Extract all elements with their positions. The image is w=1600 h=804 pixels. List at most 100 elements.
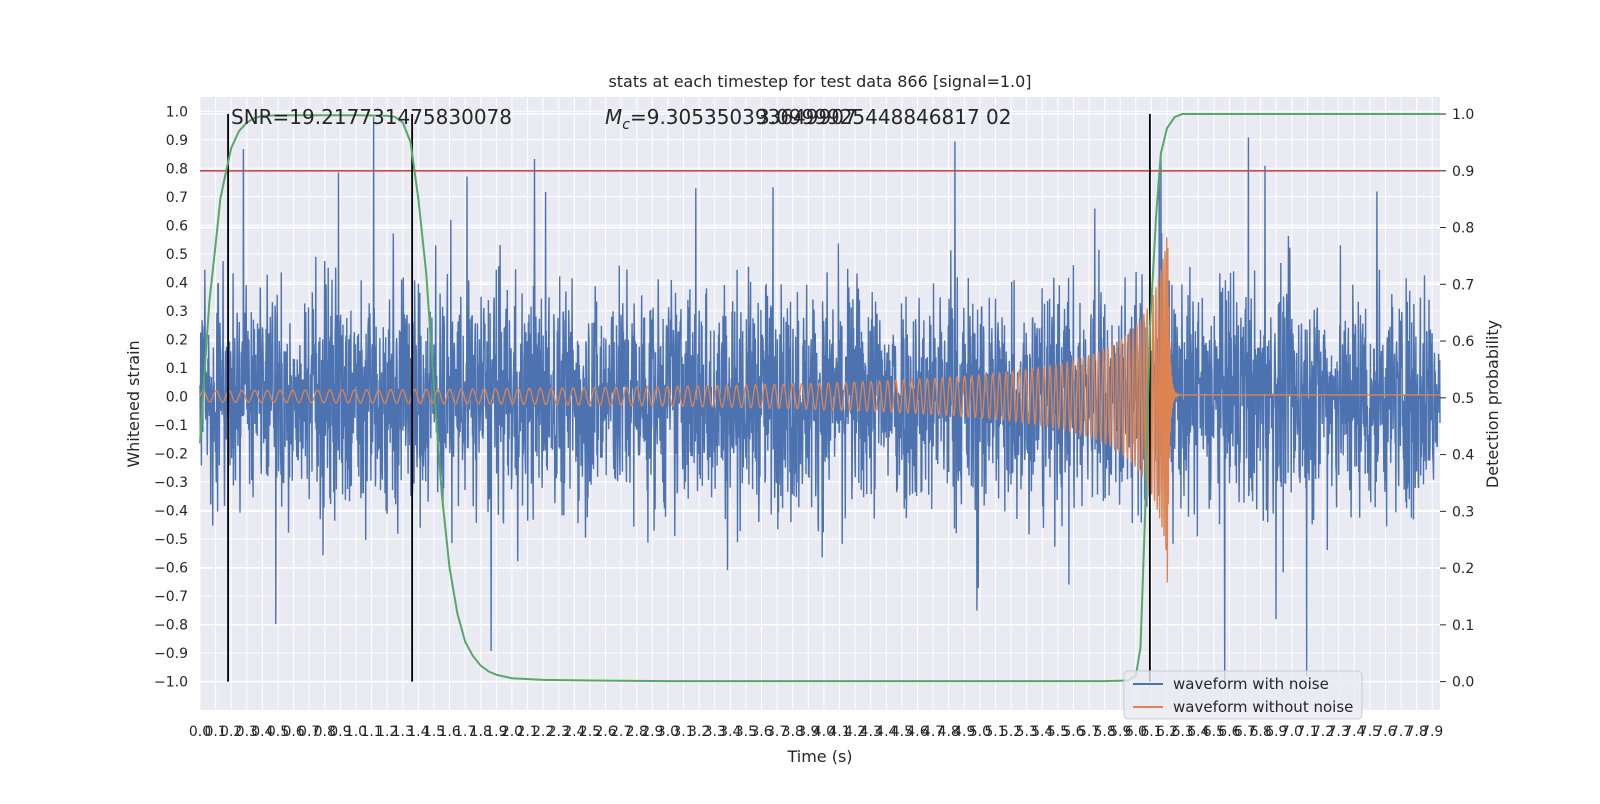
y-tick-label: 0.6 [166,218,188,234]
x-tick-label: 7.4 [1343,724,1365,740]
y2-tick-label: 0.4 [1452,448,1474,464]
x-tick-label: 6.5 [1203,724,1225,740]
x-tick-label: 6.3 [1172,724,1194,740]
mc-value: =9.305350393649907 [630,105,857,129]
x-tick-label: 6.1 [1140,724,1162,740]
x-tick-label: 1.0 [345,724,367,740]
x-tick-label: 7.0 [1281,724,1303,740]
y2-tick-label: 0.2 [1452,561,1474,577]
x-tick-label: 1.2 [376,724,398,740]
x-tick-label: 5.7 [1078,724,1100,740]
y-tick-label: −0.8 [154,617,188,633]
y-axis-label: Whitened strain [124,340,143,467]
x-tick-label: 7.2 [1312,724,1334,740]
y-tick-label: 0.4 [166,275,188,291]
x-tick-label: 3.7 [766,724,788,740]
x-tick-label: 4.8 [938,724,960,740]
x-tick-label: 0.0 [189,724,211,740]
legend-label-noise: waveform with noise [1173,675,1329,693]
x-tick-label: 4.4 [875,724,897,740]
mc-annotation: Mc=9.305350393649907 [605,105,857,133]
x-tick-label: 1.1 [360,724,382,740]
x-tick-label: 2.5 [579,724,601,740]
x-tick-label: 4.2 [844,724,866,740]
series-detection-probability [199,113,1440,683]
x-tick-label: 0.2 [220,724,242,740]
extra-annotation: 3.0999925448846817 02 [757,105,1011,129]
y2-tick-label: 0.0 [1452,675,1474,691]
x-tick-label: 6.7 [1234,724,1256,740]
y-tick-label: 0.7 [166,190,188,206]
x-tick-label: 6.6 [1218,724,1240,740]
x-axis-label: Time (s) [786,747,852,766]
x-tick-label: 5.1 [984,724,1006,740]
x-tick-label: 2.9 [641,724,663,740]
x-tick-label: 0.8 [314,724,336,740]
x-tick-label: 5.4 [1031,724,1053,740]
x-tick-label: 0.3 [236,724,258,740]
y2-tick-label: 0.8 [1452,221,1474,237]
x-tick-label: 3.0 [657,724,679,740]
data-layer [199,116,1441,682]
mc-subscript: c [622,117,630,133]
y-tick-label: 0.0 [166,389,188,405]
y-tick-label: −0.3 [154,475,188,491]
y-tick-label: −1.0 [154,674,188,690]
x-tick-label: 7.1 [1296,724,1318,740]
y2-tick-label: 0.3 [1452,504,1474,520]
x-tick-label: 5.3 [1016,724,1038,740]
snr-annotation: SNR=19.217731475830078 [231,105,512,129]
x-tick-label: 2.2 [532,724,554,740]
x-tick-label: 3.4 [719,724,741,740]
y2-tick-label: 0.1 [1452,618,1474,634]
x-tick-label: 3.8 [782,724,804,740]
x-tick-label: 1.7 [454,724,476,740]
x-tick-label: 5.6 [1062,724,1084,740]
y2-tick-label: 0.9 [1452,164,1474,180]
y-tick-label: −0.1 [154,418,188,434]
y-tick-label: 0.8 [166,161,188,177]
x-tick-label: 5.2 [1000,724,1022,740]
x-tick-label: 7.8 [1405,724,1427,740]
y-tick-label: −0.5 [154,532,188,548]
legend-label-clean: waveform without noise [1173,698,1353,716]
chart-title: stats at each timestep for test data 866… [608,72,1031,91]
x-tick-label: 6.2 [1156,724,1178,740]
x-tick-label: 4.5 [891,724,913,740]
x-tick-label: 2.0 [501,724,523,740]
x-tick-label: 4.7 [922,724,944,740]
x-tick-label: 4.3 [860,724,882,740]
y2-tick-label: 0.7 [1452,277,1474,293]
x-tick-label: 6.9 [1265,724,1287,740]
x-tick-label: 6.0 [1125,724,1147,740]
x-tick-label: 2.1 [516,724,538,740]
y-tick-label: 0.9 [166,133,188,149]
x-tick-label: 4.9 [953,724,975,740]
y2-axis-label: Detection probability [1483,320,1502,488]
x-tick-label: 3.1 [672,724,694,740]
y-tick-label: 0.1 [166,361,188,377]
x-tick-label: 6.4 [1187,724,1209,740]
legend: waveform with noise waveform without noi… [1123,670,1363,720]
x-tick-label: 2.6 [594,724,616,740]
y-tick-label: 0.5 [166,247,188,263]
mc-symbol: M [605,105,622,129]
series-waveform-without-noise [199,237,1440,583]
x-tick-label: 5.8 [1094,724,1116,740]
x-tick-label: 4.0 [813,724,835,740]
y-tick-label: −0.6 [154,560,188,576]
y-tick-label: 1.0 [166,104,188,120]
x-tick-label: 1.8 [470,724,492,740]
x-tick-label: 7.6 [1374,724,1396,740]
y-tick-label: 0.3 [166,304,188,320]
y2-tick-label: 0.5 [1452,391,1474,407]
series-waveform-with-noise [199,116,1441,682]
x-tick-label: 7.9 [1421,724,1443,740]
x-tick-label: 7.7 [1390,724,1412,740]
x-tick-label: 0.6 [282,724,304,740]
y-tick-label: 0.2 [166,332,188,348]
y-tick-label: −0.9 [154,646,188,662]
y-tick-label: −0.4 [154,503,188,519]
